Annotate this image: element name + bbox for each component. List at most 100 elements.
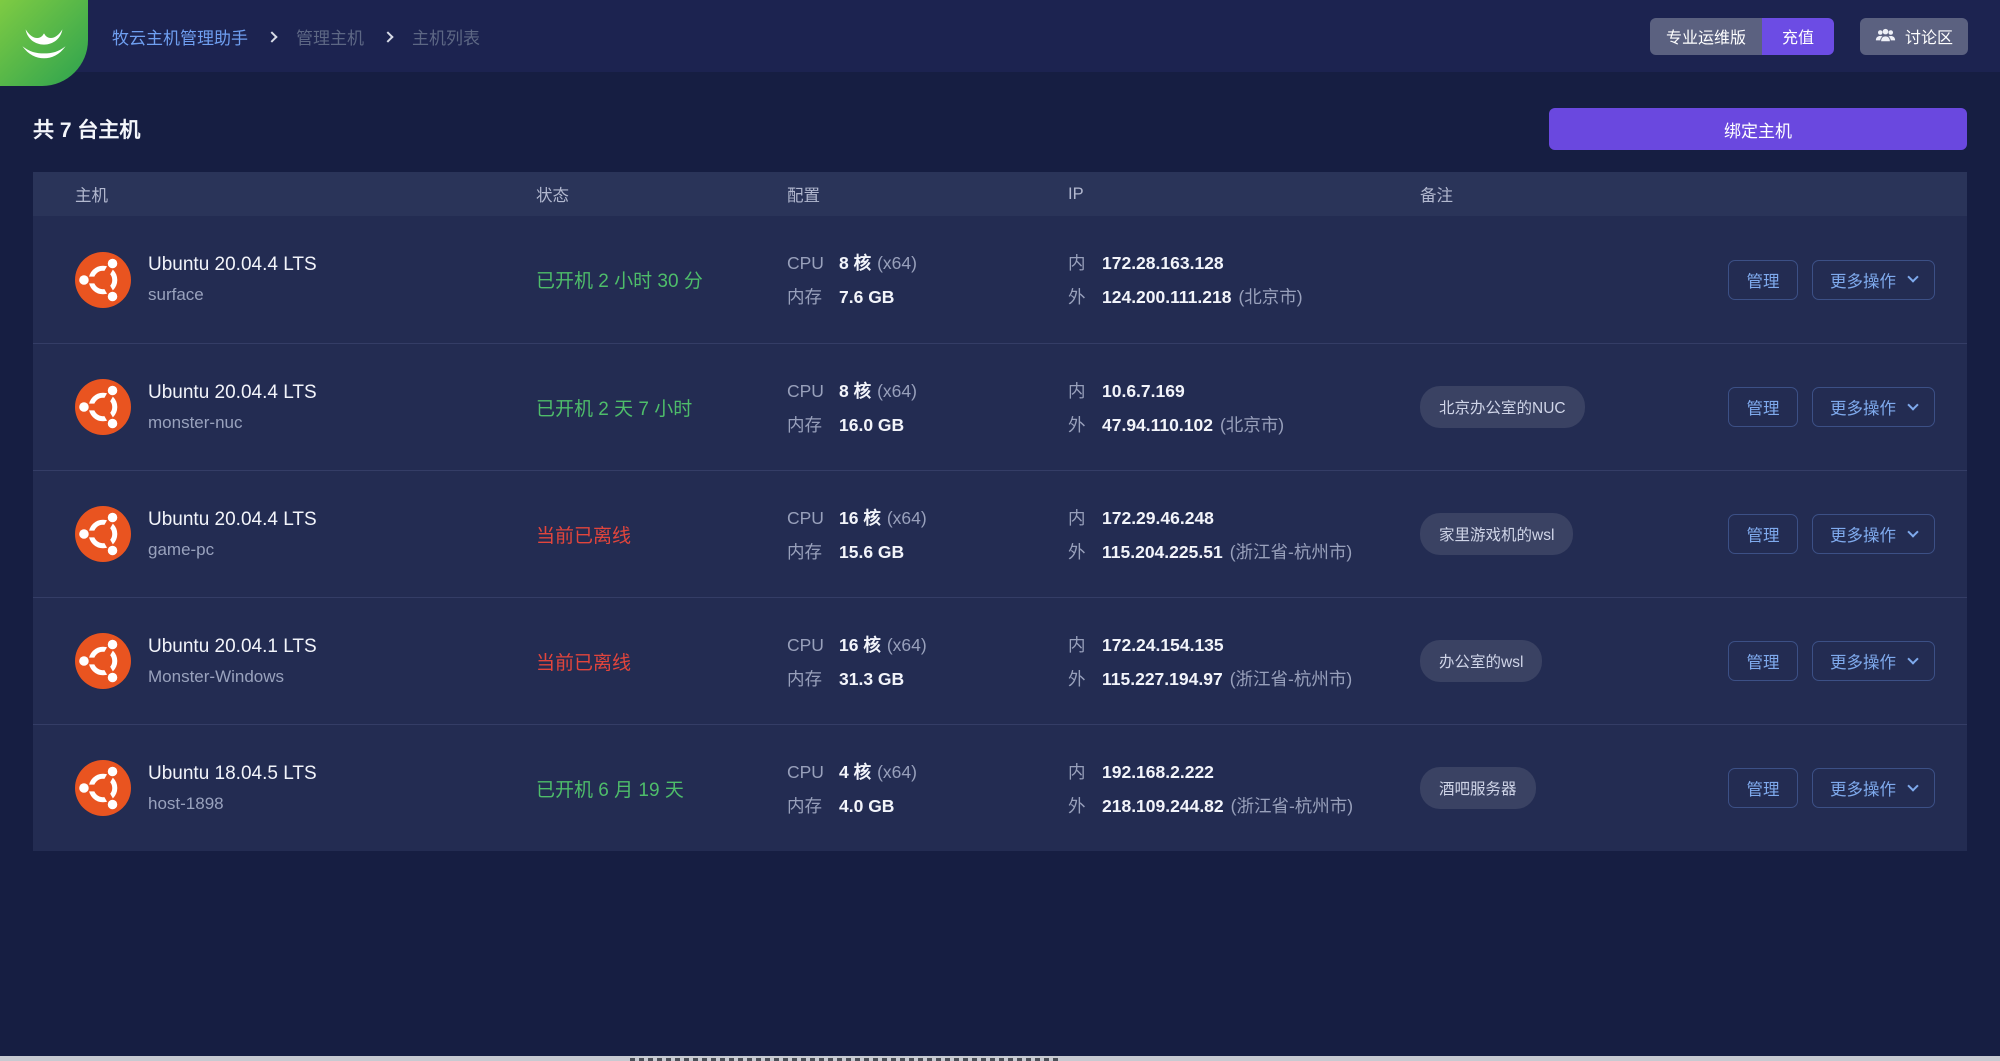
- host-status: 已开机 2 小时 30 分: [536, 271, 703, 292]
- internal-ip: 10.6.7.169: [1102, 380, 1185, 401]
- header-config: 配置: [787, 187, 820, 205]
- more-actions-button[interactable]: 更多操作: [1812, 514, 1935, 554]
- more-actions-button[interactable]: 更多操作: [1812, 768, 1935, 808]
- host-name: host-1898: [148, 793, 224, 813]
- cpu-arch: (x64): [886, 634, 927, 655]
- config-cell: CPU 16 核 (x64) 内存 15.6 GB: [787, 505, 1068, 564]
- more-actions-button[interactable]: 更多操作: [1812, 259, 1935, 300]
- forum-button[interactable]: 讨论区: [1859, 17, 1968, 55]
- ip-cell: 内 172.24.154.135 外 115.227.194.97 (浙江省-杭…: [1068, 632, 1420, 691]
- chevron-right-icon: [382, 30, 394, 43]
- chevron-down-icon: [1907, 652, 1919, 665]
- ip-location: (北京市): [1219, 414, 1285, 435]
- boat-logo-icon: [22, 29, 66, 59]
- cpu-value: 8 核: [839, 380, 872, 401]
- manage-button[interactable]: 管理: [1728, 768, 1798, 808]
- cpu-value: 8 核: [839, 253, 872, 273]
- breadcrumb-host-list[interactable]: 主机列表: [412, 28, 480, 48]
- internal-ip: 172.24.154.135: [1102, 634, 1224, 655]
- actions-cell: 管理 更多操作: [1640, 768, 1935, 808]
- note-pill: 办公室的wsl: [1420, 640, 1543, 682]
- bind-host-button[interactable]: 绑定主机: [1549, 108, 1967, 150]
- host-os: Ubuntu 20.04.1 LTS: [148, 635, 317, 657]
- host-table-row: Ubuntu 18.04.5 LTS host-1898 已开机 6 月 19 …: [33, 724, 1967, 851]
- ram-value: 31.3 GB: [839, 668, 905, 689]
- host-table-row: Ubuntu 20.04.4 LTS game-pc 当前已离线 CPU 16 …: [33, 470, 1967, 597]
- manage-button[interactable]: 管理: [1728, 514, 1798, 554]
- chevron-down-icon: [1907, 398, 1919, 411]
- more-actions-button[interactable]: 更多操作: [1812, 641, 1935, 681]
- plan-button-group: 专业运维版 充值: [1649, 17, 1834, 55]
- note-cell: 北京办公室的NUC: [1420, 386, 1640, 428]
- config-cell: CPU 16 核 (x64) 内存 31.3 GB: [787, 632, 1068, 691]
- external-ip: 47.94.110.102: [1102, 414, 1213, 435]
- note-cell: 办公室的wsl: [1420, 640, 1640, 682]
- note-pill: 酒吧服务器: [1420, 767, 1536, 809]
- host-os: Ubuntu 20.04.4 LTS: [148, 254, 317, 275]
- host-count-label: 共 7 台主机: [33, 119, 141, 142]
- internal-ip-label: 内: [1068, 761, 1086, 782]
- header-status: 状态: [536, 187, 569, 205]
- external-ip: 218.109.244.82: [1102, 795, 1224, 816]
- cpu-value: 16 核: [839, 507, 881, 528]
- host-text: Ubuntu 20.04.4 LTS monster-nuc: [148, 382, 317, 433]
- table-header: 主机 状态 配置 IP 备注: [33, 172, 1967, 216]
- more-actions-button[interactable]: 更多操作: [1812, 387, 1935, 427]
- host-table-body: Ubuntu 20.04.4 LTS surface 已开机 2 小时 30 分…: [33, 216, 1967, 851]
- status-cell: 已开机 2 小时 30 分: [536, 266, 787, 293]
- internal-ip: 172.28.163.128: [1102, 253, 1224, 273]
- external-ip-label: 外: [1068, 668, 1086, 689]
- ip-cell: 内 172.29.46.248 外 115.204.225.51 (浙江省-杭州…: [1068, 505, 1420, 564]
- ubuntu-logo-icon: [75, 633, 131, 689]
- header-ip: IP: [1068, 184, 1084, 203]
- status-cell: 已开机 2 天 7 小时: [536, 394, 787, 421]
- external-ip: 124.200.111.218: [1102, 287, 1232, 307]
- manage-button[interactable]: 管理: [1728, 259, 1798, 300]
- note-pill: 北京办公室的NUC: [1420, 386, 1585, 428]
- ram-value: 15.6 GB: [839, 541, 905, 562]
- external-ip: 115.204.225.51: [1102, 541, 1223, 562]
- breadcrumb-manage-hosts[interactable]: 管理主机: [296, 28, 364, 48]
- ram-value: 16.0 GB: [839, 414, 905, 435]
- manage-button[interactable]: 管理: [1728, 641, 1798, 681]
- cpu-label: CPU: [787, 253, 824, 273]
- ip-location: (浙江省-杭州市): [1230, 795, 1354, 816]
- ubuntu-logo-icon: [75, 251, 131, 308]
- ubuntu-logo-icon: [75, 506, 131, 562]
- status-cell: 当前已离线: [536, 521, 787, 548]
- host-text: Ubuntu 20.04.4 LTS surface: [148, 254, 317, 305]
- pro-edition-button[interactable]: 专业运维版: [1649, 17, 1762, 55]
- host-cell: Ubuntu 20.04.1 LTS Monster-Windows: [75, 633, 536, 689]
- app-logo[interactable]: [0, 0, 88, 86]
- more-actions-label: 更多操作: [1830, 400, 1896, 418]
- config-cell: CPU 4 核 (x64) 内存 4.0 GB: [787, 759, 1068, 818]
- more-actions-label: 更多操作: [1830, 272, 1896, 291]
- external-ip-label: 外: [1068, 414, 1086, 435]
- cpu-arch: (x64): [877, 380, 917, 401]
- recharge-button[interactable]: 充值: [1761, 17, 1834, 55]
- breadcrumb-app[interactable]: 牧云主机管理助手: [112, 28, 248, 48]
- more-actions-label: 更多操作: [1830, 781, 1896, 799]
- cpu-arch: (x64): [877, 761, 917, 782]
- internal-ip-label: 内: [1068, 507, 1086, 528]
- host-table: 主机 状态 配置 IP 备注: [33, 172, 1967, 851]
- more-actions-label: 更多操作: [1830, 654, 1896, 672]
- ram-value: 4.0 GB: [839, 795, 895, 816]
- host-text: Ubuntu 20.04.4 LTS game-pc: [148, 509, 317, 560]
- note-cell: 酒吧服务器: [1420, 767, 1640, 809]
- actions-cell: 管理 更多操作: [1640, 259, 1935, 300]
- users-icon: [1875, 28, 1896, 42]
- summary-row: 共 7 台主机 绑定主机: [33, 72, 1967, 150]
- status-cell: 当前已离线: [536, 648, 787, 675]
- internal-ip-label: 内: [1068, 380, 1086, 401]
- host-status: 已开机 6 月 19 天: [536, 779, 684, 801]
- internal-ip-label: 内: [1068, 253, 1086, 273]
- host-table-row: Ubuntu 20.04.4 LTS surface 已开机 2 小时 30 分…: [33, 216, 1967, 343]
- chevron-down-icon: [1907, 271, 1919, 283]
- ip-cell: 内 172.28.163.128 外 124.200.111.218 (北京市): [1068, 250, 1420, 309]
- host-status: 当前已离线: [536, 525, 632, 547]
- host-name: monster-nuc: [148, 412, 243, 432]
- cpu-label: CPU: [787, 507, 824, 528]
- cpu-label: CPU: [787, 761, 824, 782]
- manage-button[interactable]: 管理: [1728, 387, 1798, 427]
